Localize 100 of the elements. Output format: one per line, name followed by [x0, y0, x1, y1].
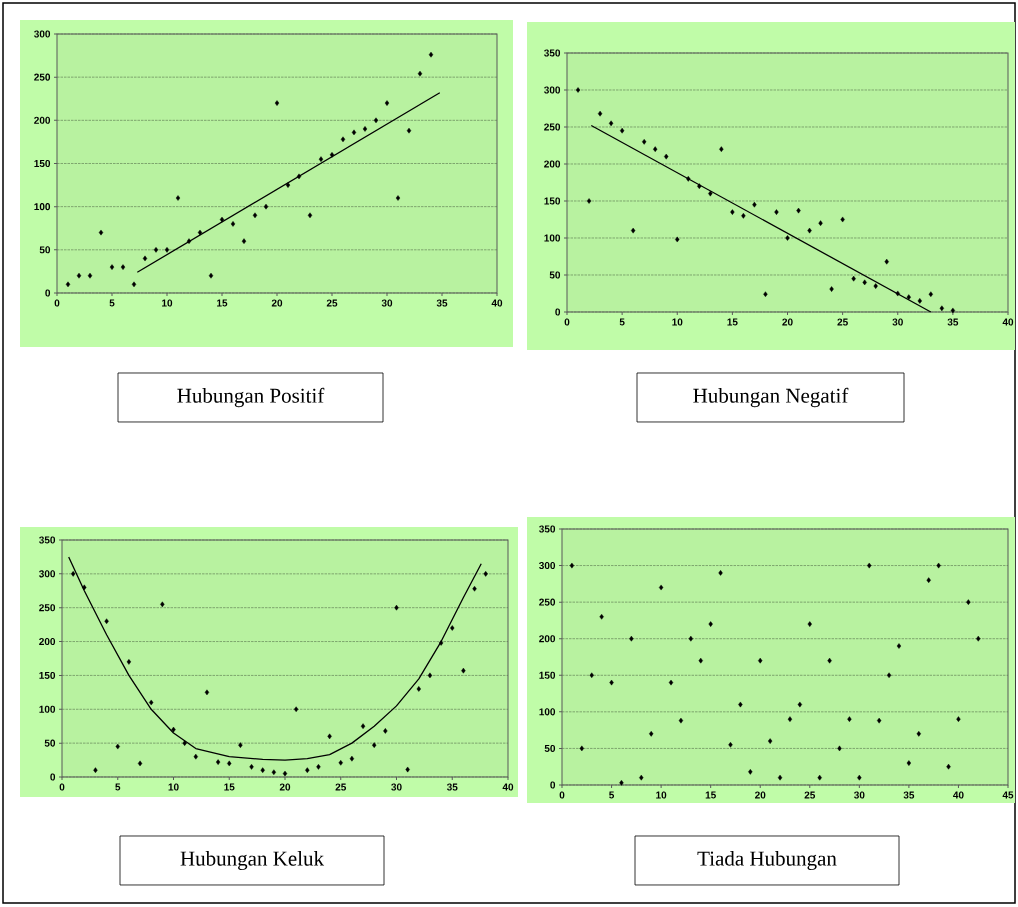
y-tick-label: 350 — [544, 49, 561, 57]
point — [787, 716, 793, 722]
point — [171, 726, 176, 733]
point — [249, 764, 254, 770]
point — [349, 755, 355, 762]
point — [230, 221, 236, 227]
point — [327, 733, 332, 740]
point — [649, 730, 654, 737]
point — [718, 570, 723, 576]
point — [241, 238, 247, 244]
x-tick-label: 35 — [436, 299, 448, 307]
y-tick-label: 300 — [34, 30, 51, 38]
point — [126, 659, 132, 665]
point — [774, 209, 779, 215]
point — [807, 621, 812, 627]
line-series — [68, 556, 482, 761]
point — [928, 291, 933, 298]
y-tick-label: 50 — [544, 744, 556, 752]
point — [131, 281, 137, 288]
y-tick-label: 0 — [50, 773, 56, 781]
point — [406, 127, 412, 134]
point — [629, 635, 634, 642]
x-tick-label: 40 — [1002, 318, 1014, 326]
point — [639, 774, 644, 781]
x-tick-label: 5 — [619, 318, 625, 326]
point — [653, 146, 658, 152]
point — [153, 247, 159, 253]
point — [219, 216, 225, 223]
point — [305, 767, 310, 774]
point — [609, 679, 614, 686]
y-tick-label: 250 — [544, 123, 561, 131]
point — [260, 767, 265, 774]
point — [87, 272, 93, 279]
x-tick-label: 35 — [903, 791, 915, 799]
point — [976, 635, 981, 642]
point — [748, 769, 753, 775]
point — [777, 774, 783, 781]
point — [867, 562, 872, 569]
x-tick-label: 0 — [59, 783, 65, 791]
point — [340, 136, 346, 143]
point — [741, 212, 746, 219]
y-tick-label: 50 — [549, 271, 561, 279]
x-tick-label: 10 — [162, 299, 173, 307]
point — [719, 146, 724, 152]
point — [873, 283, 878, 289]
point — [642, 138, 647, 145]
x-tick-label: 10 — [168, 783, 179, 791]
point — [730, 209, 735, 215]
point — [698, 657, 703, 664]
point — [906, 760, 912, 766]
point — [204, 689, 210, 696]
point — [797, 701, 803, 708]
point — [405, 766, 410, 773]
point — [936, 562, 941, 569]
y-tick-label: 200 — [34, 116, 51, 124]
x-tick-label: 30 — [892, 318, 903, 326]
x-tick-label: 40 — [502, 783, 514, 791]
text: Hubungan Positif — [177, 387, 325, 408]
point — [109, 264, 115, 270]
y-tick-label: 150 — [34, 159, 51, 168]
point — [589, 672, 594, 679]
point — [758, 657, 763, 664]
point — [767, 738, 773, 744]
point — [817, 774, 822, 781]
x-tick-label: 10 — [656, 791, 667, 799]
point — [697, 183, 702, 189]
x-tick-label: 5 — [609, 791, 615, 799]
point — [678, 717, 684, 724]
point — [956, 716, 961, 722]
point — [193, 753, 198, 760]
point — [877, 717, 882, 724]
point — [318, 156, 324, 162]
point — [461, 667, 466, 674]
point — [182, 740, 187, 746]
point — [829, 286, 834, 292]
point — [372, 742, 377, 748]
point — [818, 220, 823, 226]
point — [862, 279, 867, 286]
point — [906, 294, 911, 300]
point — [752, 201, 757, 208]
y-tick-label: 300 — [39, 570, 56, 578]
x-tick-label: 15 — [224, 783, 235, 791]
point — [807, 227, 812, 234]
x-tick-label: 15 — [705, 791, 716, 799]
point — [416, 686, 421, 692]
y-tick-label: 150 — [544, 197, 561, 205]
y-tick-label: 50 — [44, 739, 56, 747]
point — [65, 281, 71, 288]
x-tick-label: 15 — [727, 318, 738, 326]
point — [362, 126, 368, 132]
y-tick-label: 350 — [39, 536, 56, 544]
text: Hubungan Negatif — [693, 387, 849, 408]
point — [71, 571, 76, 577]
point — [438, 640, 444, 646]
y-tick-label: 200 — [544, 160, 561, 168]
x-tick-label: 25 — [804, 791, 816, 799]
point — [383, 728, 388, 734]
y-tick-label: 250 — [39, 604, 56, 612]
point — [840, 216, 845, 223]
point — [708, 190, 713, 197]
